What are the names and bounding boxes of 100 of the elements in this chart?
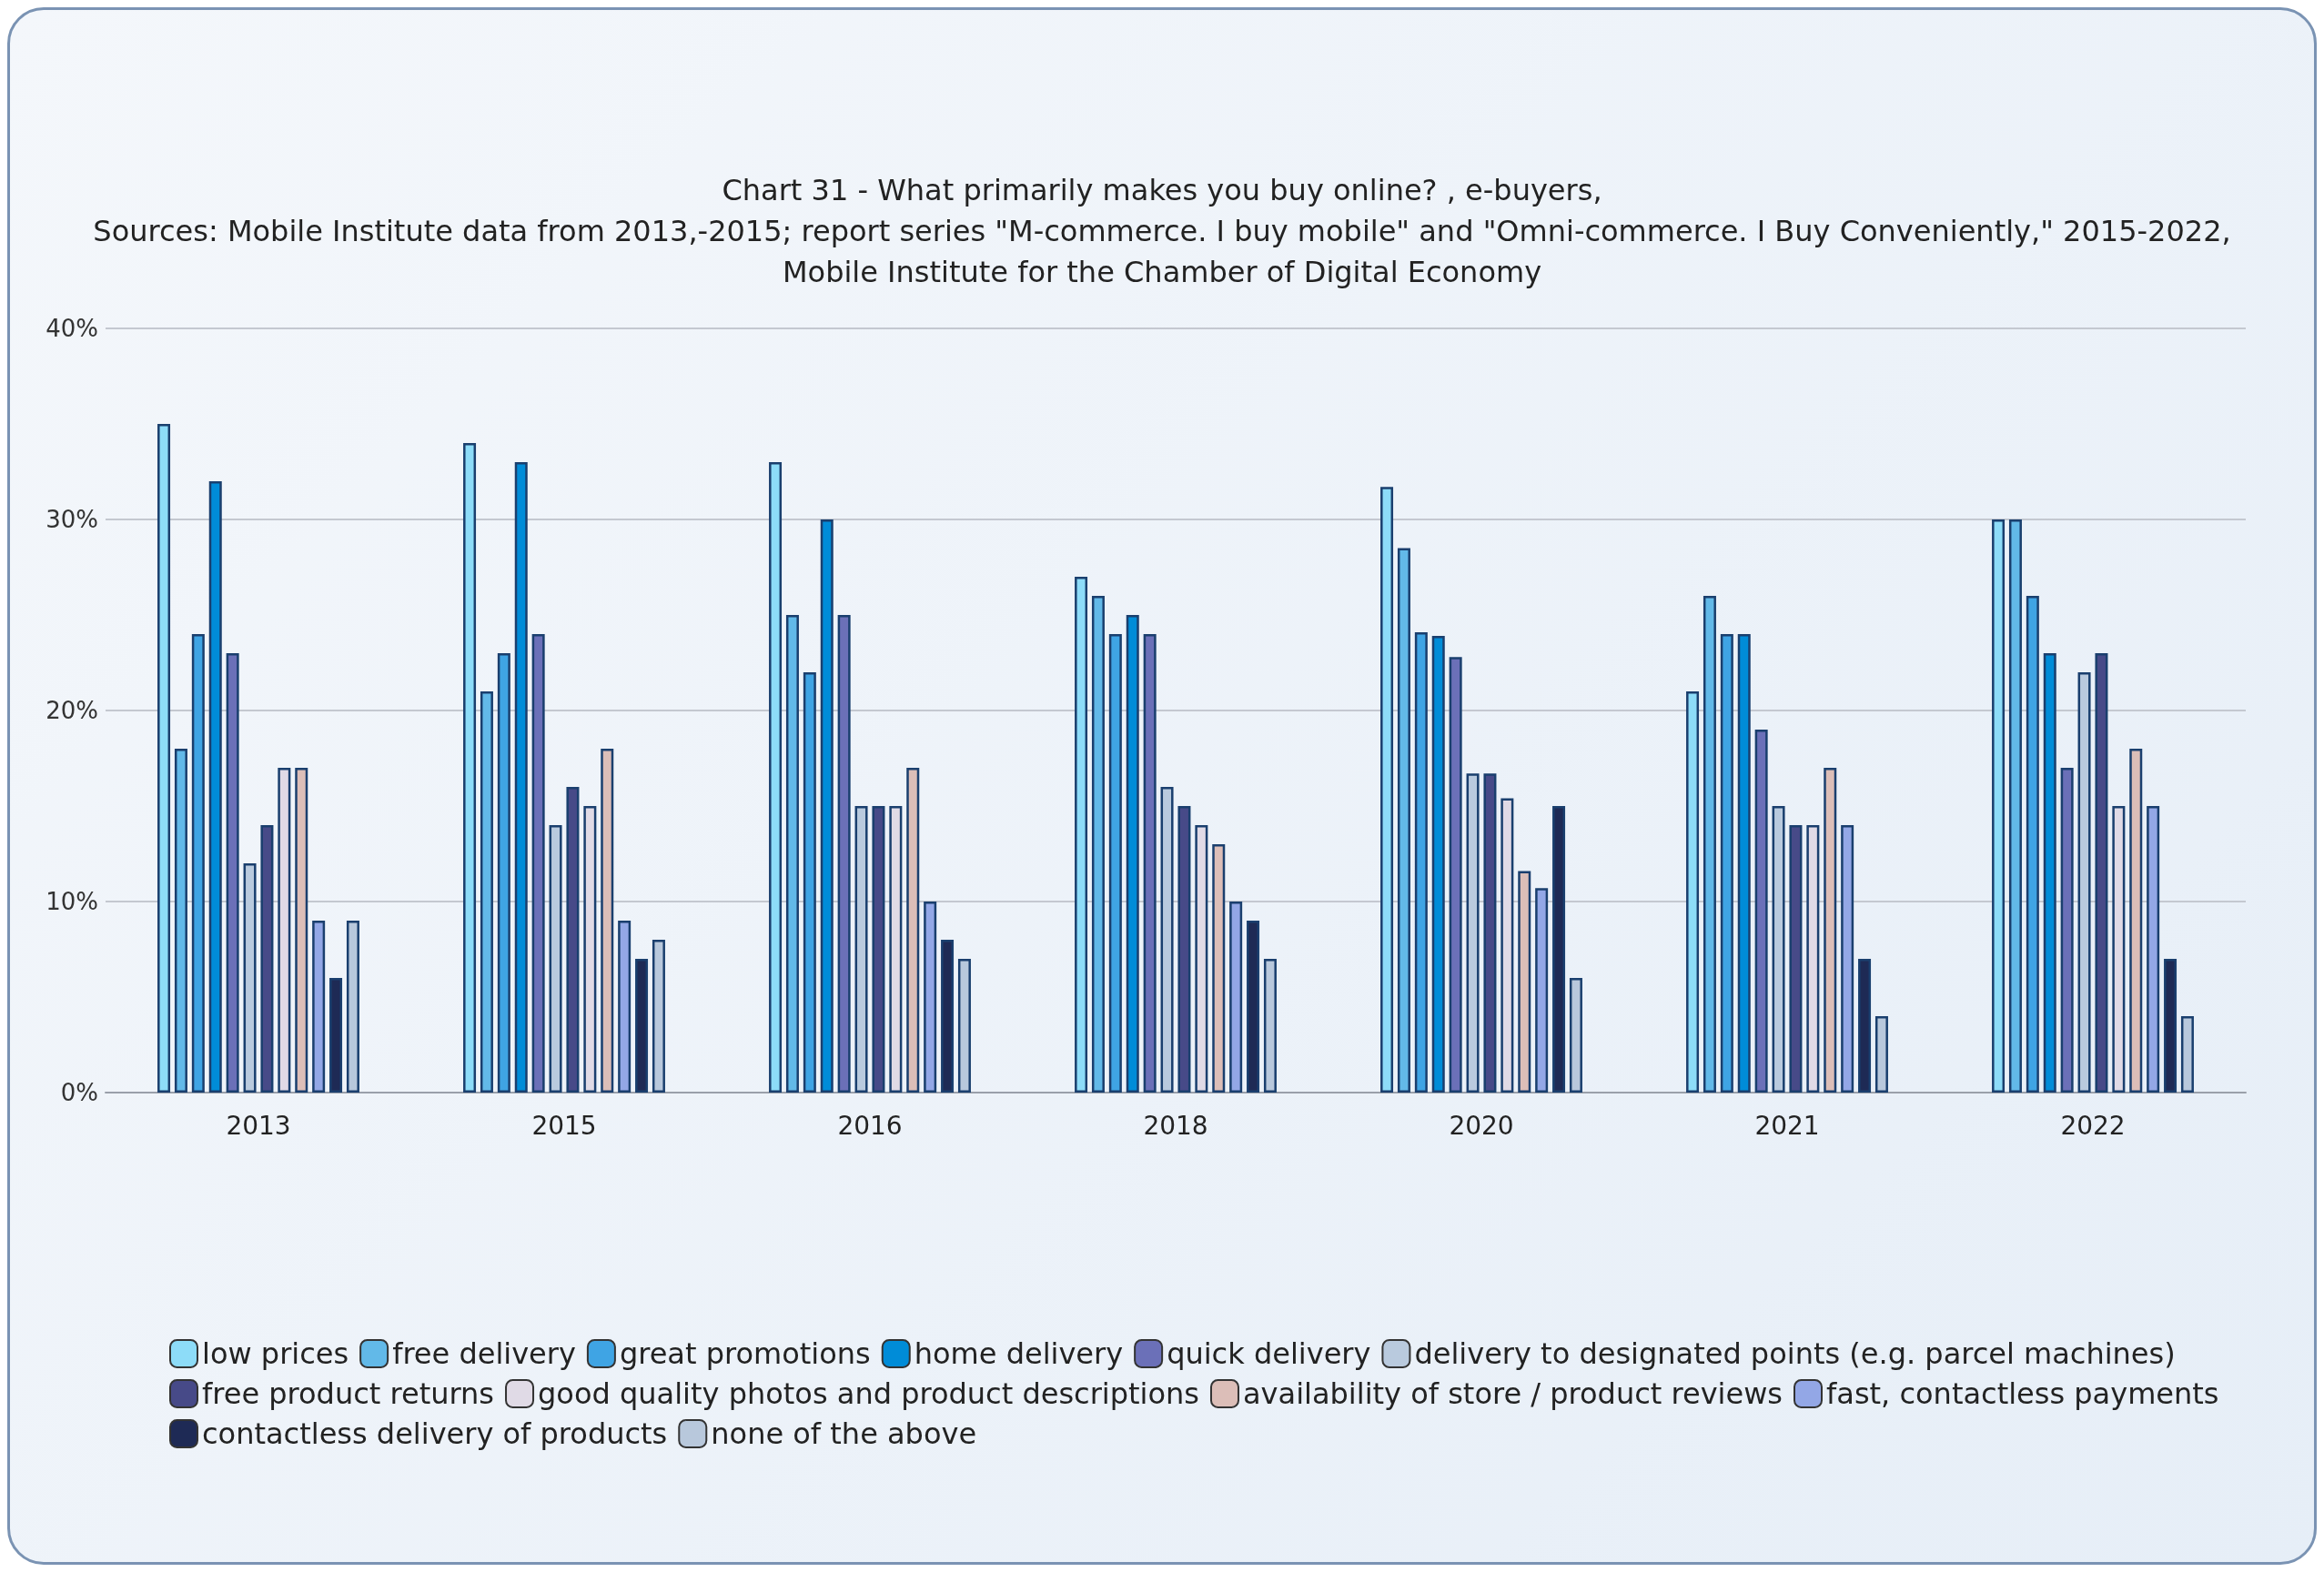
x-tick-label: 2020 [1449,1110,1514,1141]
bar [1075,577,1088,1093]
bar [837,615,851,1093]
legend-label: none of the above [711,1416,977,1451]
bar [1686,691,1700,1093]
bar [1397,548,1410,1093]
legend-label: fast, contactless payments [1826,1376,2219,1411]
bar [1126,615,1139,1093]
bar [769,462,783,1093]
bar [2147,806,2160,1093]
x-tick-label: 2022 [2060,1110,2126,1141]
legend-label: free delivery [392,1336,576,1371]
bar [1108,634,1122,1093]
bar [924,902,937,1093]
bar [278,768,291,1093]
bar [1772,806,1785,1093]
legend-label: home delivery [914,1336,1124,1371]
bar [1703,596,1716,1093]
bar [1858,959,1872,1093]
bar [601,749,614,1093]
bar [208,481,222,1093]
bar [889,806,903,1093]
y-tick-label: 30% [45,506,98,533]
bar [1737,634,1751,1093]
bar [2180,1016,2194,1093]
bar [1380,487,1394,1093]
bar [497,653,510,1093]
bar [2112,806,2126,1093]
bar [957,959,971,1093]
bar [1806,825,1820,1093]
bar [1449,657,1462,1093]
bar [652,940,665,1093]
bar [1500,798,1514,1093]
bar [1431,636,1445,1093]
bar [329,978,343,1093]
bar [1177,806,1191,1093]
bar [2043,653,2056,1093]
bar [1824,768,1837,1093]
bar [820,519,834,1093]
bar [785,615,799,1093]
x-tick-label: 2015 [531,1110,597,1141]
bar [2077,672,2091,1093]
y-tick-label: 0% [60,1079,98,1106]
bar [531,634,545,1093]
bar [226,653,239,1093]
legend-label: delivery to designated points (e.g. parcel machines) [1414,1336,2176,1371]
bar [1535,888,1549,1093]
bar [157,424,171,1093]
bar [1789,825,1803,1093]
legend-label: great promotions [619,1336,871,1371]
bar [1212,844,1226,1093]
bar [803,672,816,1093]
legend-label: free product returns [202,1376,495,1411]
bar [1483,773,1497,1093]
bar [2026,596,2039,1093]
bar [1841,825,1854,1093]
bar [312,921,326,1093]
bar [566,787,580,1093]
x-tick-label: 2016 [837,1110,903,1141]
bar [243,863,257,1093]
bar [872,806,885,1093]
bar [2129,749,2143,1093]
legend-label: quick delivery [1167,1336,1371,1371]
bar [1874,1016,1888,1093]
bar [1518,871,1531,1093]
bar [260,825,274,1093]
bar [2060,768,2074,1093]
bar [941,940,955,1093]
y-tick-label: 40% [45,315,98,342]
bar [1229,902,1243,1093]
bar [1414,631,1428,1093]
bar [514,462,528,1093]
chart-title: Chart 31 - What primarily makes you buy online? , e-buyers, Sources: Mobile Institute data from 2013,-2015; report series "M-commerce. I buy mobile" and "Omni-commerce. I Buy Conveniently," 2015-2022, Mobile Institute for the Chamber of Digital Economy [93,172,2231,289]
bar [906,768,920,1093]
bar [463,443,477,1093]
bar [1569,978,1582,1093]
bar [1552,806,1566,1093]
bar [583,806,597,1093]
legend-label: availability of store / product reviews [1242,1376,1783,1411]
bar [1247,921,1260,1093]
bar [346,921,359,1093]
x-tick-label: 2018 [1143,1110,1208,1141]
x-tick-label: 2013 [226,1110,291,1141]
legend-label: good quality photos and product descriptions [538,1376,1199,1411]
bar [1263,959,1277,1093]
legend-label: low prices [202,1336,349,1371]
bar [1466,773,1480,1093]
bar [1091,596,1105,1093]
bar [1720,634,1733,1093]
legend-label: contactless delivery of products [202,1416,668,1451]
bar [1754,730,1768,1093]
bar [549,825,562,1093]
y-tick-label: 20% [45,697,98,724]
bar [174,749,187,1093]
bar [635,959,649,1093]
y-tick-label: 10% [45,888,98,915]
bar [2164,959,2177,1093]
x-tick-label: 2021 [1754,1110,1820,1141]
bar [480,691,493,1093]
bar [2008,519,2022,1093]
